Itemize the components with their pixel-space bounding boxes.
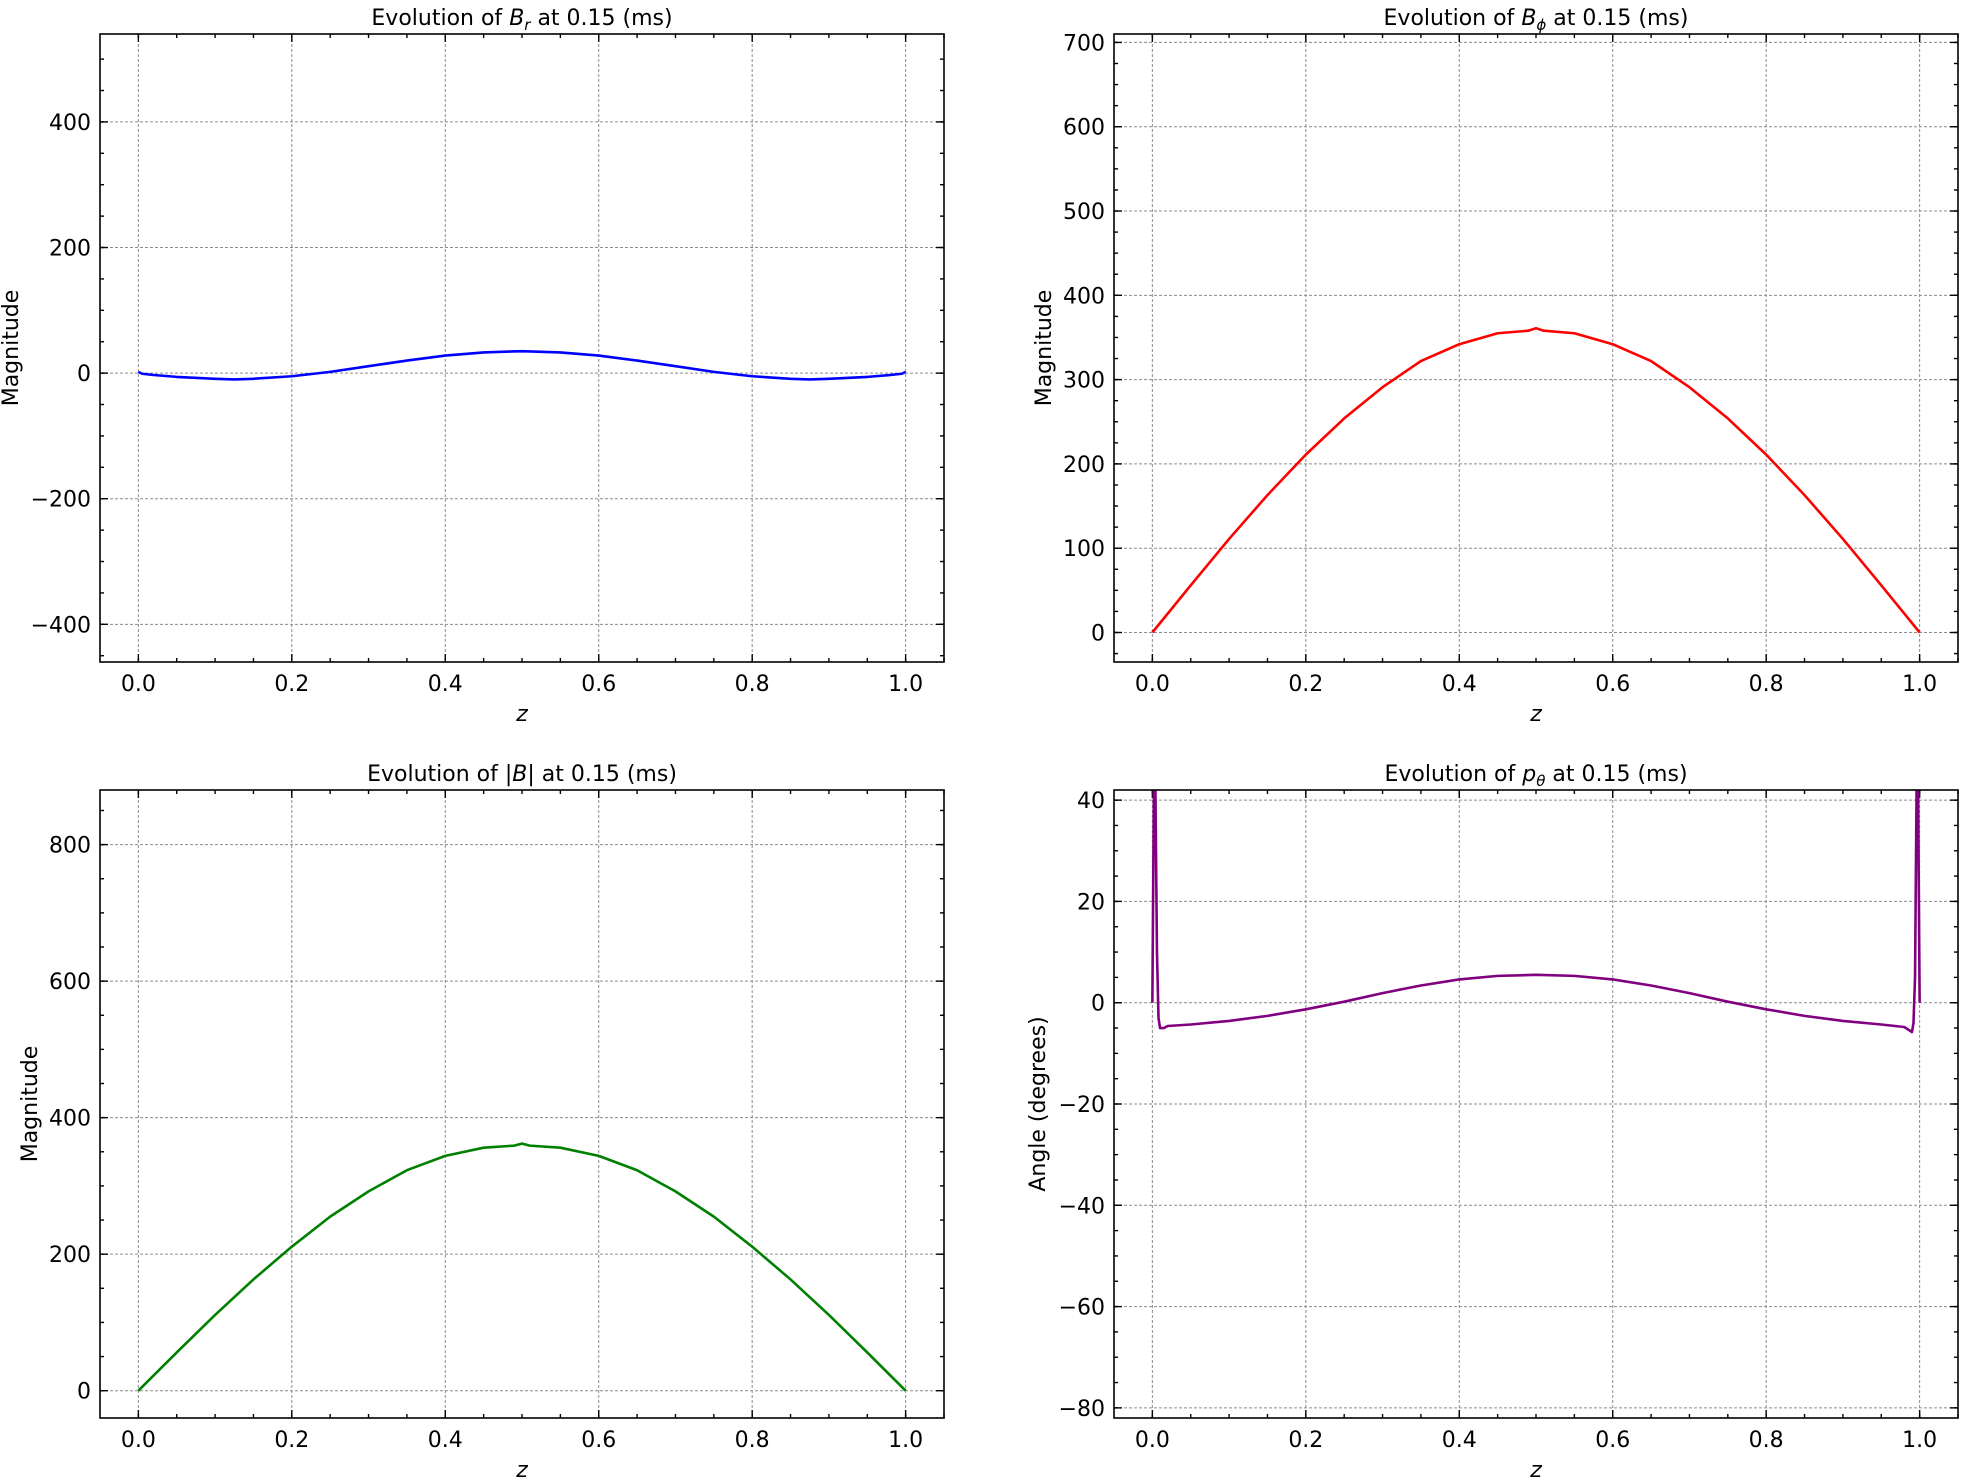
x-tick-label: 0.4 (428, 672, 463, 697)
x-tick-label: 1.0 (1902, 672, 1937, 697)
x-axis-label: z (515, 702, 528, 727)
series-line (1151, 790, 1921, 1034)
series-line (1151, 326, 1921, 634)
chart-title: Evolution of |B| at 0.15 (ms) (367, 762, 677, 787)
y-axis-label: Magnitude (0, 290, 24, 407)
x-tick-label: 0.4 (1442, 672, 1477, 697)
series-line (137, 349, 907, 381)
x-tick-label: 0.2 (274, 672, 309, 697)
chart-title: Evolution of Bϕ at 0.15 (ms) (1384, 6, 1689, 34)
x-axis-label: z (1529, 702, 1542, 727)
y-tick-label: 200 (1063, 453, 1105, 478)
chart-panel-1: 0.0 0.2 0.4 0.6 0.8 1.0 −400 −200 0 200 400 Evoluti… (0, 6, 945, 727)
x-tick-label: 0.0 (1135, 1428, 1170, 1453)
y-tick-label: −400 (31, 613, 91, 638)
y-tick-label: 20 (1077, 890, 1105, 915)
x-tick-label: 0.0 (121, 672, 156, 697)
y-axis-label: Magnitude (1032, 290, 1057, 407)
y-tick-label: 300 (1063, 369, 1105, 394)
y-tick-label: 400 (49, 111, 91, 136)
y-tick-label: 700 (1063, 31, 1105, 56)
x-tick-label: 1.0 (888, 1428, 923, 1453)
y-tick-label: 200 (49, 237, 91, 262)
y-tick-label: 400 (1063, 284, 1105, 309)
y-tick-label: 40 (1077, 789, 1105, 814)
y-axis-label: Magnitude (18, 1046, 43, 1163)
x-tick-label: 0.6 (1595, 1428, 1630, 1453)
chart-panel-2: 0.0 0.2 0.4 0.6 0.8 1.0 0 100 200 300 400 500 600 700… (1032, 6, 1959, 727)
x-tick-label: 0.2 (1288, 672, 1323, 697)
x-tick-label: 1.0 (888, 672, 923, 697)
y-tick-label: −60 (1059, 1296, 1105, 1321)
chart-panel-3: 0.0 0.2 0.4 0.6 0.8 1.0 0 200 400 600 800 Evolution… (18, 762, 945, 1480)
x-tick-label: 0.0 (121, 1428, 156, 1453)
y-axis-label: Angle (degrees) (1026, 1016, 1051, 1191)
x-tick-label: 0.2 (274, 1428, 309, 1453)
y-tick-label: 600 (49, 970, 91, 995)
x-tick-label: 0.8 (735, 672, 770, 697)
chart-title: Evolution of Br at 0.15 (ms) (371, 6, 672, 34)
y-tick-label: 0 (1091, 621, 1105, 646)
y-tick-label: −80 (1059, 1397, 1105, 1422)
y-tick-label: 200 (49, 1243, 91, 1268)
plot-frame (1113, 33, 1959, 663)
x-tick-label: 0.6 (581, 1428, 616, 1453)
y-tick-label: 600 (1063, 116, 1105, 141)
x-tick-label: 0.8 (735, 1428, 770, 1453)
y-tick-label: −20 (1059, 1093, 1105, 1118)
x-tick-label: 0.8 (1749, 672, 1784, 697)
x-tick-label: 0.8 (1749, 1428, 1784, 1453)
chart-panel-4: 0.0 0.2 0.4 0.6 0.8 1.0 −80 −60 −40 −20 0 20 40 Evolu… (1026, 762, 1959, 1480)
y-tick-label: 0 (77, 362, 91, 387)
y-tick-label: −200 (31, 488, 91, 513)
series-line (137, 1142, 907, 1392)
plot-frame (99, 789, 945, 1419)
x-axis-label: z (515, 1458, 528, 1480)
x-tick-label: 0.2 (1288, 1428, 1323, 1453)
x-tick-label: 0.4 (1442, 1428, 1477, 1453)
y-tick-label: −40 (1059, 1194, 1105, 1219)
y-tick-label: 0 (1091, 992, 1105, 1017)
chart-title: Evolution of pθ at 0.15 (ms) (1384, 762, 1687, 790)
x-tick-label: 0.6 (581, 672, 616, 697)
y-tick-label: 500 (1063, 200, 1105, 225)
y-tick-label: 800 (49, 834, 91, 859)
y-tick-label: 400 (49, 1107, 91, 1132)
x-tick-label: 0.6 (1595, 672, 1630, 697)
y-tick-label: 100 (1063, 537, 1105, 562)
x-axis-label: z (1529, 1458, 1542, 1480)
x-tick-label: 1.0 (1902, 1428, 1937, 1453)
y-tick-label: 0 (77, 1380, 91, 1405)
plot-frame (99, 33, 945, 663)
plot-frame (1113, 789, 1959, 1419)
x-tick-label: 0.4 (428, 1428, 463, 1453)
x-tick-label: 0.0 (1135, 672, 1170, 697)
